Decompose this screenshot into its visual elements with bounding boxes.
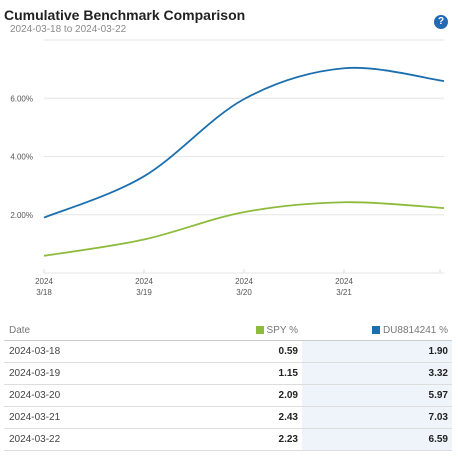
table-cell-du: 3.32 <box>302 363 452 384</box>
column-header-du[interactable]: DU8814241 % <box>302 320 452 340</box>
table-row: 2024-03-21 2.43 7.03 <box>4 407 452 429</box>
x-tick-day-label: 3/19 <box>136 288 152 297</box>
x-tick-year-label: 2024 <box>35 277 53 286</box>
comparison-table: Date SPY % DU8814241 % 2024-03-18 0.59 1… <box>4 320 452 451</box>
x-tick-year-label: 2024 <box>235 277 253 286</box>
table-cell-date: 2024-03-18 <box>9 346 61 357</box>
series-lines <box>43 66 445 257</box>
table-cell-du: 5.97 <box>302 385 452 406</box>
x-axis: 2024 3/18 2024 3/19 2024 3/20 2024 3/21 <box>35 269 441 297</box>
table-cell-date: 2024-03-19 <box>9 368 61 379</box>
column-header-spy-label: SPY % <box>266 324 299 336</box>
table-row: 2024-03-22 2.23 6.59 <box>4 429 452 451</box>
table-row: 2024-03-19 1.15 3.32 <box>4 363 452 385</box>
column-header-du-label: DU8814241 % <box>382 324 448 336</box>
table-header-row: Date SPY % DU8814241 % <box>4 320 452 341</box>
table-cell-du: 6.59 <box>302 429 452 450</box>
x-tick-day-label: 3/21 <box>336 288 352 297</box>
benchmark-line-chart: 2.00% 4.00% 6.00% 2024 3/18 2024 3/19 2024 3/20… <box>10 39 445 297</box>
du-legend-swatch <box>371 326 380 334</box>
series-line-spy <box>43 201 445 257</box>
date-range: 2024-03-18 to 2024-03-22 <box>10 24 127 35</box>
spy-legend-swatch <box>255 326 264 334</box>
page-title: Cumulative Benchmark Comparison <box>4 7 246 23</box>
table-cell-spy: 2.09 <box>278 390 298 401</box>
y-tick-label: 6.00% <box>10 94 33 103</box>
table-cell-spy: 2.23 <box>278 434 298 445</box>
y-tick-label: 2.00% <box>10 211 33 220</box>
table-cell-date: 2024-03-22 <box>9 434 61 445</box>
grid-lines <box>44 39 444 274</box>
table-cell-spy: 1.15 <box>278 368 298 379</box>
x-tick-day-label: 3/18 <box>36 288 52 297</box>
table-cell-spy: 0.59 <box>278 346 298 357</box>
table-cell-spy: 2.43 <box>278 412 298 423</box>
column-header-date[interactable]: Date <box>4 320 184 340</box>
x-tick-year-label: 2024 <box>135 277 153 286</box>
x-tick-day-label: 3/20 <box>236 288 252 297</box>
x-tick-year-label: 2024 <box>335 277 353 286</box>
help-icon[interactable]: ? <box>434 15 448 29</box>
series-line-du <box>43 66 445 219</box>
table-row: 2024-03-20 2.09 5.97 <box>4 385 452 407</box>
table-cell-du: 7.03 <box>302 407 452 428</box>
table-cell-du: 1.90 <box>302 341 452 362</box>
table-cell-date: 2024-03-20 <box>9 390 61 401</box>
column-header-spy[interactable]: SPY % <box>184 320 302 340</box>
table-cell-date: 2024-03-21 <box>9 412 61 423</box>
table-row: 2024-03-18 0.59 1.90 <box>4 341 452 363</box>
y-axis: 2.00% 4.00% 6.00% <box>10 94 33 220</box>
y-tick-label: 4.00% <box>10 153 33 162</box>
column-header-date-label: Date <box>9 324 31 336</box>
